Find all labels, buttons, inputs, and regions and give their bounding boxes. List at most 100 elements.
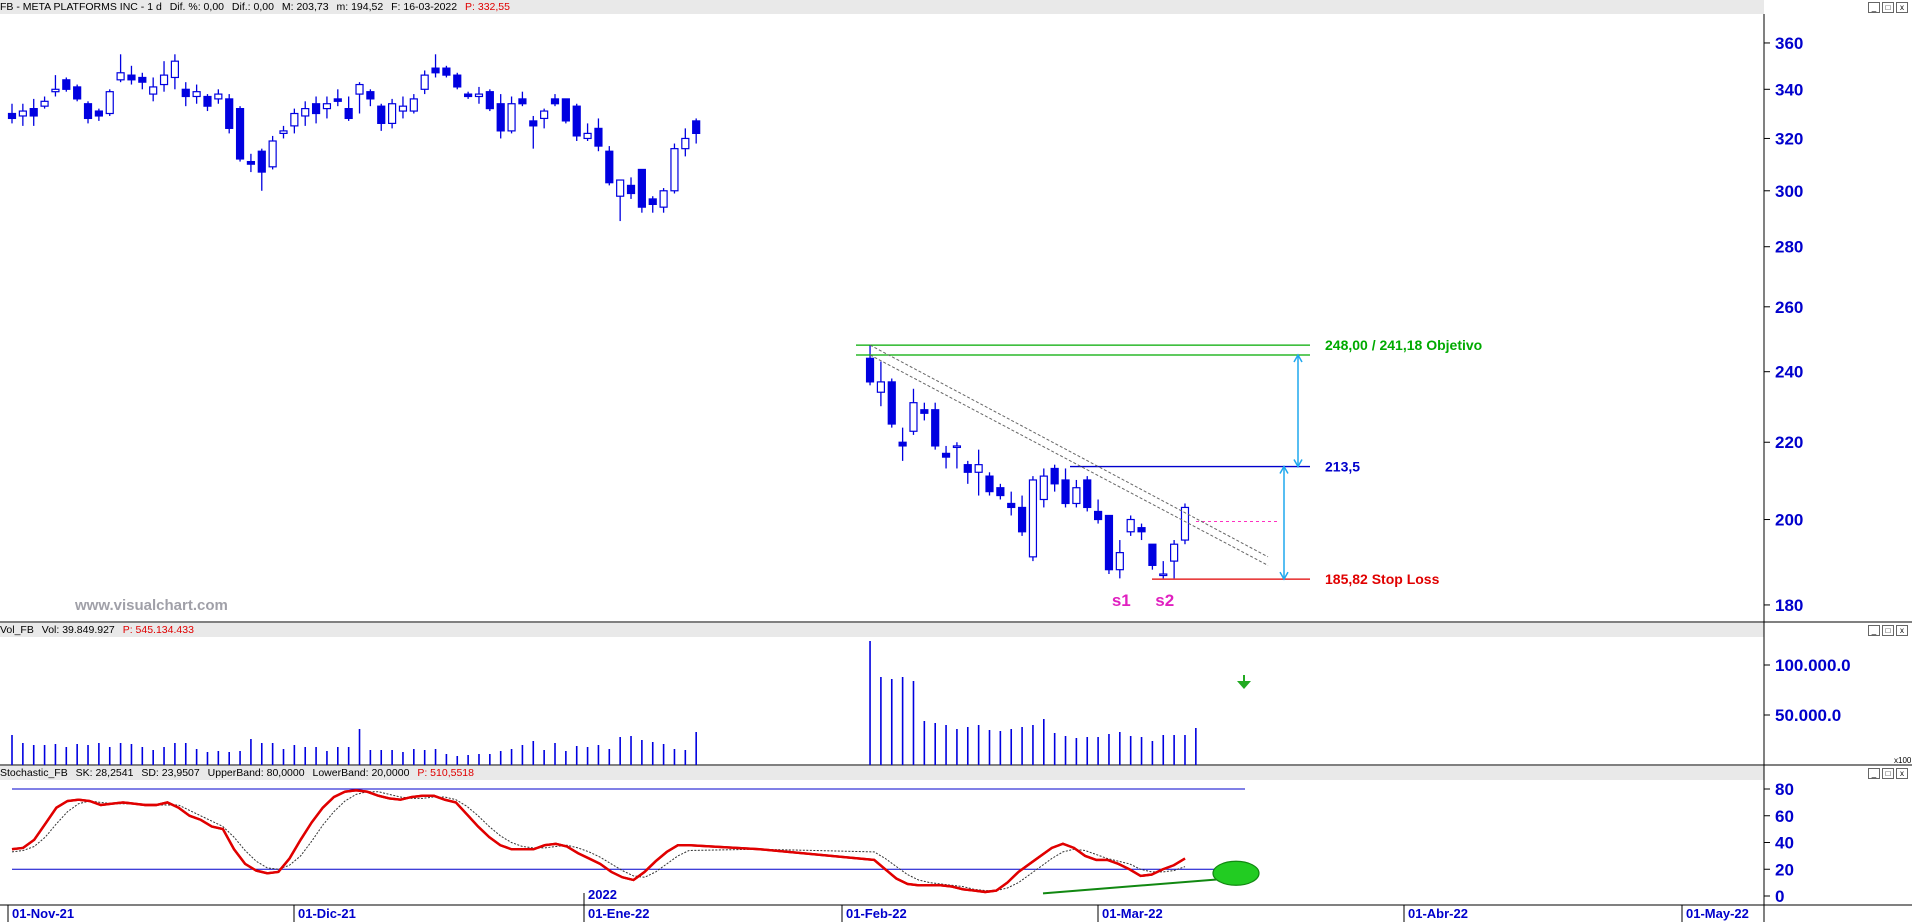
candle-body xyxy=(83,103,93,120)
candle-body xyxy=(518,98,527,105)
volume-bars xyxy=(11,641,1251,765)
close-button[interactable]: x xyxy=(1896,625,1908,636)
minimize-button[interactable]: _ xyxy=(1868,2,1880,13)
stoch-sk-line xyxy=(11,789,1186,894)
stoch-y-tick-label: 40 xyxy=(1775,834,1794,853)
range-measure-arrow xyxy=(1279,465,1289,581)
volume-up-arrow xyxy=(1237,675,1251,689)
candle-body xyxy=(203,95,212,107)
candle-body xyxy=(1148,543,1157,566)
candle-body xyxy=(485,91,494,110)
candle-body xyxy=(887,381,896,425)
candle-body xyxy=(442,67,451,76)
stoch-y-tick-label: 0 xyxy=(1775,887,1784,906)
price-y-tick-label: 360 xyxy=(1775,34,1803,53)
candle-body xyxy=(366,91,375,100)
candle-body xyxy=(431,67,440,74)
trendline xyxy=(869,344,1269,558)
volume-header-symbol: Vol_FB xyxy=(0,624,34,636)
candle-body xyxy=(670,148,679,192)
candle-body xyxy=(1072,487,1081,505)
candle-body xyxy=(235,108,245,160)
candle-body xyxy=(73,86,82,100)
volume-pane-window-buttons: _ □ x xyxy=(1866,625,1908,636)
volume-header-p: P: 545.134.433 xyxy=(122,624,194,636)
candle-body xyxy=(692,120,701,135)
candle-body xyxy=(51,88,60,93)
candle-body xyxy=(138,76,147,83)
maximize-button[interactable]: □ xyxy=(1882,2,1894,13)
price-header-max: M: 203,73 xyxy=(281,1,329,13)
volume-y-tick-label: 50.000.0 xyxy=(1775,706,1841,725)
candle-body xyxy=(192,91,201,98)
candle-body xyxy=(170,60,179,79)
stoch-header-sk: SK: 28,2541 xyxy=(75,767,134,779)
candle-body xyxy=(1126,518,1135,533)
candle-body xyxy=(214,93,223,100)
x-tick-label: 01-Mar-22 xyxy=(1102,906,1163,921)
candle-body xyxy=(550,98,560,105)
x-tick-label: 01-Abr-22 xyxy=(1408,906,1468,921)
x-tick-label: 01-Dic-21 xyxy=(298,906,356,921)
stoch-y-tick-label: 20 xyxy=(1775,860,1794,879)
target-label: 248,00 / 241,18 Objetivo xyxy=(1325,337,1482,353)
candle-body xyxy=(7,112,17,120)
candle-body xyxy=(159,74,169,86)
candle-body xyxy=(605,150,614,184)
x-tick-label: 01-Nov-21 xyxy=(12,906,74,921)
target-measure-arrow xyxy=(1293,353,1303,469)
candle-body xyxy=(529,120,538,127)
price-y-tick-label: 340 xyxy=(1775,80,1803,99)
candle-body xyxy=(225,98,234,129)
price-header-date: F: 16-03-2022 xyxy=(391,1,458,13)
candle-body xyxy=(420,74,429,90)
candle-body xyxy=(127,74,136,81)
volume-pane-header: Vol_FB Vol: 39.849.927 P: 545.134.433 xyxy=(0,623,1764,637)
candle-body xyxy=(1083,479,1092,509)
candle-body xyxy=(1050,467,1059,485)
candle-body xyxy=(29,108,38,117)
stoch-pane-header: Stochastic_FB SK: 28,2541 SD: 23,9507 Up… xyxy=(0,766,1764,780)
maximize-button[interactable]: □ xyxy=(1882,625,1894,636)
pane-frames xyxy=(0,14,1912,922)
maximize-button[interactable]: □ xyxy=(1882,768,1894,779)
stoch-header-p: P: 510,5518 xyxy=(417,767,474,779)
arrow-head xyxy=(1279,465,1289,474)
price-y-tick-label: 200 xyxy=(1775,511,1803,530)
stoch-header-symbol: Stochastic_FB xyxy=(0,767,68,779)
candle-body xyxy=(876,381,886,393)
price-y-tick-label: 320 xyxy=(1775,129,1803,148)
price-pane-header: FB - META PLATFORMS INC - 1 d Dif. %: 0,… xyxy=(0,0,1764,14)
minimize-button[interactable]: _ xyxy=(1868,625,1880,636)
price-y-tick-label: 240 xyxy=(1775,363,1803,382)
candle-body xyxy=(1170,543,1179,562)
candle-body xyxy=(507,103,516,132)
candle-body xyxy=(648,198,657,206)
arrow-head xyxy=(1279,571,1289,581)
close-button[interactable]: x xyxy=(1896,2,1908,13)
stoch-header-sd: SD: 23,9507 xyxy=(141,767,200,779)
candle-body xyxy=(311,103,321,115)
x-tick-label: 01-Feb-22 xyxy=(846,906,907,921)
minimize-button[interactable]: _ xyxy=(1868,768,1880,779)
candle-body xyxy=(496,103,505,132)
candle-body xyxy=(941,452,951,458)
candle-body xyxy=(1159,573,1168,577)
close-button[interactable]: x xyxy=(1896,768,1908,779)
candle-body xyxy=(398,105,408,112)
candle-body xyxy=(963,464,972,473)
stoch-y-tick-label: 60 xyxy=(1775,807,1794,826)
candle-body xyxy=(474,93,484,98)
candle-body xyxy=(659,190,668,208)
candle-body xyxy=(1093,510,1103,521)
x-tick-label: 2022 xyxy=(588,887,617,902)
s2-label: s2 xyxy=(1155,591,1174,610)
candle-body xyxy=(257,150,266,173)
stoch-pane-window-buttons: _ □ x xyxy=(1866,768,1908,779)
candle-body xyxy=(105,91,114,115)
stop-loss-label: 185,82 Stop Loss xyxy=(1325,571,1440,587)
candle-body xyxy=(1061,479,1070,505)
candle-body xyxy=(268,140,277,168)
candle-body xyxy=(409,98,418,112)
